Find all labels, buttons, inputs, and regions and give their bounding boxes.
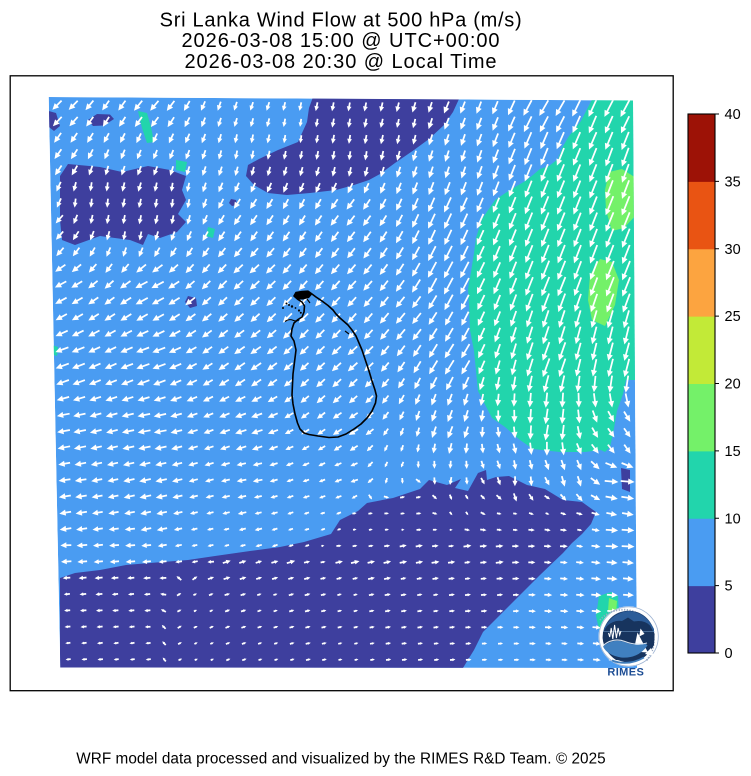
svg-text:15: 15 (725, 444, 741, 460)
svg-text:25: 25 (725, 309, 741, 325)
svg-text:WRF model data processed and v: WRF model data processed and visualized … (76, 751, 606, 768)
svg-text:2026-03-08 20:30 @ Local Time: 2026-03-08 20:30 @ Local Time (184, 51, 497, 73)
svg-text:10: 10 (725, 511, 741, 527)
svg-text:RIMES: RIMES (607, 667, 644, 679)
svg-text:35: 35 (725, 174, 741, 190)
svg-text:Sri Lanka Wind Flow at 500 hPa: Sri Lanka Wind Flow at 500 hPa (m/s) (160, 9, 523, 31)
svg-text:40: 40 (725, 107, 741, 123)
svg-text:5: 5 (725, 579, 733, 595)
svg-text:20: 20 (725, 377, 741, 393)
svg-text:30: 30 (725, 242, 741, 258)
svg-text:0: 0 (725, 646, 733, 662)
svg-text:2026-03-08 15:00 @ UTC+00:00: 2026-03-08 15:00 @ UTC+00:00 (181, 30, 500, 52)
